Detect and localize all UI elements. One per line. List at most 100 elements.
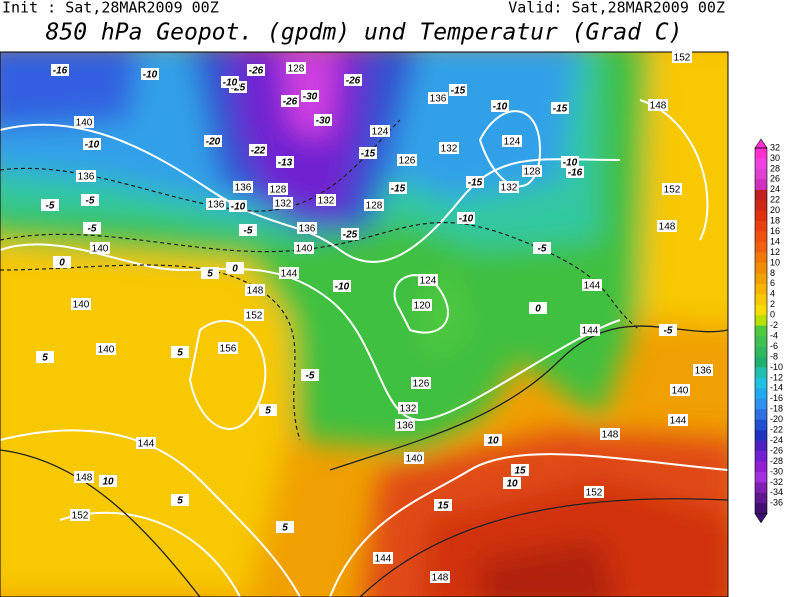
colorbar-label: 2 xyxy=(770,299,775,309)
colorbar-swatch xyxy=(755,231,767,243)
temperature-label: 5 xyxy=(207,269,213,280)
label-box xyxy=(136,437,156,449)
geopotential-label: 132 xyxy=(441,144,458,155)
colorbar-label: -10 xyxy=(770,362,783,372)
label-box xyxy=(71,298,91,310)
colorbar-swatch xyxy=(755,388,767,400)
label-box xyxy=(171,346,189,358)
temperature-label: -22 xyxy=(251,146,266,157)
geopotential-label: 132 xyxy=(318,196,335,207)
colorbar-swatch xyxy=(755,179,767,191)
colorbar-label: -20 xyxy=(770,414,783,424)
temperature-label: -16 xyxy=(568,168,583,179)
label-box xyxy=(99,475,117,487)
label-box xyxy=(74,471,94,483)
label-box xyxy=(276,156,294,168)
label-box xyxy=(668,414,688,426)
geopotential-label: 156 xyxy=(220,344,237,355)
label-box xyxy=(333,280,351,292)
map-frame xyxy=(0,51,729,597)
geopotential-label: 140 xyxy=(406,454,423,465)
label-box xyxy=(171,494,189,506)
temperature-label: -30 xyxy=(316,116,331,127)
geopotential-label: 132 xyxy=(275,199,292,210)
geopotential-label: 132 xyxy=(501,183,518,194)
temperature-label: -10 xyxy=(85,140,100,151)
label-box xyxy=(141,68,159,80)
temperature-label: -26 xyxy=(249,66,264,77)
label-box xyxy=(281,95,299,107)
label-box xyxy=(341,228,359,240)
temperature-label: -15 xyxy=(468,178,483,189)
label-box xyxy=(83,222,101,234)
colorbar-swatch xyxy=(755,221,767,232)
label-box xyxy=(218,342,238,354)
label-box xyxy=(566,166,584,178)
geopotential-label: 140 xyxy=(98,345,115,356)
temperature-label: 5 xyxy=(42,353,48,364)
colorbar-label: 16 xyxy=(770,226,780,236)
label-box xyxy=(36,351,54,363)
temperature-label: -10 xyxy=(231,202,246,213)
geopotential-label: 120 xyxy=(414,301,431,312)
temperature-label: 10 xyxy=(506,479,518,490)
colorbar-label: 26 xyxy=(770,174,780,184)
colorbar-label: -34 xyxy=(770,487,783,497)
geopotential-label: 152 xyxy=(674,53,691,64)
geopotential-label: 126 xyxy=(399,156,416,167)
colorbar-label: 8 xyxy=(770,268,775,278)
label-box xyxy=(428,92,448,104)
temperature-label: 15 xyxy=(514,466,526,477)
colorbar-label: 4 xyxy=(770,289,775,299)
colorbar-swatch xyxy=(755,294,767,306)
label-box xyxy=(221,76,239,88)
label-box xyxy=(551,102,569,114)
label-box xyxy=(529,302,547,314)
colorbar-label: -26 xyxy=(770,445,783,455)
label-box xyxy=(662,183,682,195)
label-box xyxy=(259,404,277,416)
label-box xyxy=(648,99,668,111)
label-box xyxy=(533,242,551,254)
geopotential-label: 128 xyxy=(270,185,287,196)
label-box xyxy=(398,402,418,414)
temperature-label: 0 xyxy=(59,258,65,269)
geopotential-label: 148 xyxy=(650,101,667,112)
colorbar-label: -6 xyxy=(770,341,778,351)
geopotential-label: 148 xyxy=(76,473,93,484)
colorbar-label: 30 xyxy=(770,153,780,163)
temperature-label: -15 xyxy=(553,104,568,115)
colorbar-label: 0 xyxy=(770,310,775,320)
label-box xyxy=(364,199,384,211)
label-box xyxy=(314,114,332,126)
colorbar-swatch xyxy=(755,242,767,253)
colorbar-swatch xyxy=(755,283,767,295)
label-box xyxy=(316,194,336,206)
geopotential-label: 144 xyxy=(281,269,298,280)
label-box xyxy=(430,571,450,583)
geopotential-label: 140 xyxy=(92,244,109,255)
temperature-label: -5 xyxy=(538,244,547,255)
colorbar-label: -8 xyxy=(770,351,778,361)
colorbar-label: -32 xyxy=(770,477,783,487)
colorbar-label: -30 xyxy=(770,466,783,476)
label-box xyxy=(584,486,604,498)
label-box xyxy=(268,183,288,195)
label-box xyxy=(693,364,713,376)
colorbar-swatch xyxy=(755,148,767,159)
geopotential-label: 136 xyxy=(78,172,95,183)
label-box xyxy=(412,299,432,311)
colorbar-swatch xyxy=(755,200,767,211)
colorbar-label: 32 xyxy=(770,142,780,152)
map-field xyxy=(0,52,728,597)
label-box xyxy=(389,182,407,194)
geopotential-label: 136 xyxy=(430,94,447,105)
label-box xyxy=(580,324,600,336)
colorbar-swatch xyxy=(755,262,767,274)
label-box xyxy=(41,199,59,211)
label-box xyxy=(249,144,267,156)
geopotential-label: 136 xyxy=(299,224,316,235)
label-box xyxy=(244,309,264,321)
label-box xyxy=(411,377,431,389)
geopotential-label: 148 xyxy=(659,222,676,233)
